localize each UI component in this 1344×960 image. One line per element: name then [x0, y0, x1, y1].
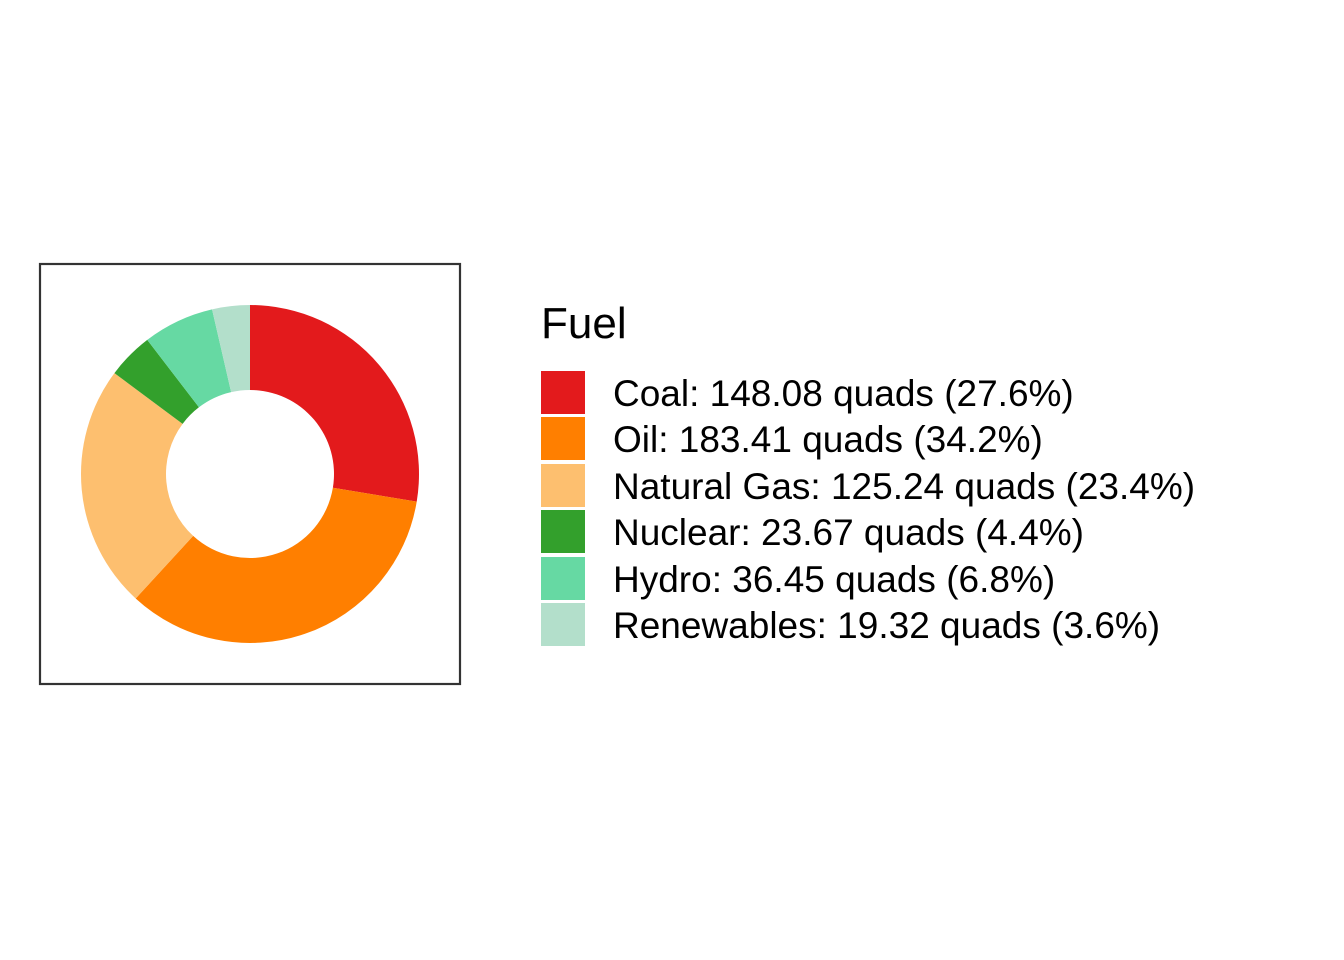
slice-hydro [147, 309, 232, 408]
donut-slices [81, 305, 419, 643]
legend-swatch-natural-gas [541, 463, 585, 507]
legend-label-nuclear: Nuclear: 23.67 quads (4.4%) [613, 512, 1084, 554]
legend-label-coal: Coal: 148.08 quads (27.6%) [613, 373, 1074, 414]
legend-swatch-oil [541, 417, 585, 461]
slice-natural-gas [81, 373, 194, 599]
legend-label-natural-gas: Natural Gas: 125.24 quads (23.4%) [613, 465, 1196, 507]
legend-title: Fuel [541, 299, 627, 348]
slice-coal [250, 305, 419, 502]
legend-swatch-coal [541, 371, 585, 414]
legend-label-oil: Oil: 183.41 quads (34.2%) [613, 419, 1043, 461]
slice-nuclear [114, 339, 199, 424]
slice-oil [135, 487, 417, 643]
legend-swatch-hydro [541, 556, 585, 600]
slice-renewables [212, 305, 250, 393]
legend-label-hydro: Hydro: 36.45 quads (6.8%) [613, 558, 1056, 600]
legend-swatch-renewables [541, 602, 585, 646]
legend-swatch-nuclear [541, 510, 585, 554]
legend-label-renewables: Renewables: 19.32 quads (3.6%) [613, 604, 1161, 646]
